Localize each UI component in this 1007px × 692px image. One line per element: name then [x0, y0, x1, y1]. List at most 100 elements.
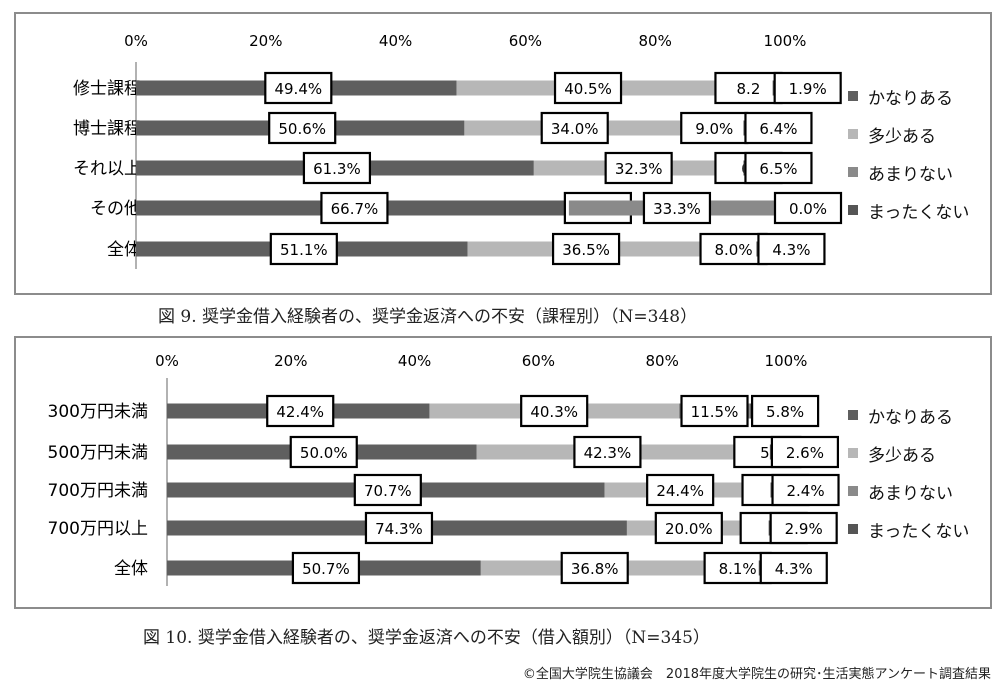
- caption-course: 図 9. 奨学金借入経験者の、奨学金返済への不安（課程別）（N=348）: [158, 307, 698, 327]
- data-label-text: 42.4%: [276, 403, 324, 421]
- data-label: 32.3%: [604, 151, 673, 185]
- legend-item: かなりある: [848, 77, 969, 115]
- legend-swatch: [848, 205, 858, 215]
- category-label: その他: [90, 199, 141, 219]
- data-label-text: 2.6%: [786, 444, 824, 462]
- data-label: 33.3%: [642, 191, 712, 225]
- data-label-text: 51.1%: [280, 241, 328, 259]
- data-label-box: [744, 111, 813, 145]
- data-label-text: 24.4%: [656, 482, 704, 500]
- data-label: 50.0%: [289, 435, 358, 469]
- data-label-box: [268, 111, 337, 145]
- data-label-box: [757, 232, 826, 266]
- data-label: 1.9%: [773, 71, 842, 105]
- legend-label: あまりない: [868, 483, 953, 504]
- data-label-box: [289, 435, 358, 469]
- data-label: 9.0%: [680, 111, 749, 145]
- data-label-box: [680, 394, 749, 428]
- data-label: 66.7%: [320, 191, 389, 225]
- data-label: 24.4%: [646, 473, 715, 507]
- data-label-text: 8.0%: [714, 241, 752, 259]
- data-label: 51.1%: [269, 232, 338, 266]
- legend-item: あまりない: [848, 153, 969, 191]
- chart-panel-course: 0% 20% 40% 60% 80% 100% 修士課程 49.4% 40.5% 8.2 1.9% 博…: [14, 12, 992, 295]
- footer-credit: ©全国大学院生協議会 2018年度大学院生の研究･生活実態アンケート調査結果: [522, 667, 991, 682]
- category-label: 博士課程: [73, 119, 141, 139]
- x-tick-label: 60%: [522, 352, 555, 370]
- data-label-text: 6.5%: [759, 160, 797, 178]
- category-label: 全体: [114, 559, 148, 579]
- data-label-box: [750, 394, 820, 428]
- data-label-box: [540, 111, 609, 145]
- category-label: 300万円未満: [48, 402, 148, 422]
- data-label-text: 36.8%: [571, 560, 619, 578]
- data-label: 2.6%: [770, 435, 840, 469]
- data-label-text: 66.7%: [331, 200, 379, 218]
- data-label: 74.3%: [364, 511, 434, 545]
- legend-label: まったくない: [868, 521, 970, 542]
- data-label-text: 61.3%: [313, 160, 361, 178]
- data-label-text: 0.0%: [789, 200, 827, 218]
- data-label-box: [604, 151, 673, 185]
- data-label-box: [642, 191, 712, 225]
- data-label-box: [291, 551, 361, 585]
- data-label-box: [771, 473, 840, 507]
- data-label-box: [769, 511, 838, 545]
- data-label-text: 5.8%: [766, 403, 804, 421]
- data-label-box: [573, 435, 642, 469]
- data-label-box: [520, 394, 589, 428]
- data-label-text: 50.6%: [278, 120, 326, 138]
- data-label: 49.4%: [264, 71, 333, 105]
- category-label: 修士課程: [73, 79, 141, 99]
- x-tick-label: 100%: [765, 352, 808, 370]
- data-label: 34.0%: [540, 111, 609, 145]
- data-label-box: [714, 71, 783, 105]
- legend-swatch: [848, 167, 858, 177]
- legend-swatch: [848, 448, 858, 458]
- data-label-box: [759, 551, 828, 585]
- data-label: 5.8%: [750, 394, 820, 428]
- legend-course: かなりある多少あるあまりないまったくない: [848, 77, 969, 229]
- x-tick-label: 80%: [646, 352, 679, 370]
- data-label-box: [654, 511, 723, 545]
- data-label-text: 11.5%: [691, 403, 739, 421]
- legend-label: まったくない: [868, 202, 970, 223]
- data-label: 40.5%: [553, 71, 623, 105]
- legend-swatch: [848, 410, 858, 420]
- data-label: 11.5%: [680, 394, 749, 428]
- data-label-box: [773, 71, 842, 105]
- data-label-box: [744, 151, 813, 185]
- data-label-text: 74.3%: [375, 520, 423, 538]
- data-label-text: 4.3%: [775, 560, 813, 578]
- data-label: 50.6%: [268, 111, 337, 145]
- data-label-box: [551, 232, 621, 266]
- data-label-box: [773, 191, 843, 225]
- data-label-text: 50.0%: [300, 444, 348, 462]
- legend-label: 多少ある: [868, 126, 936, 147]
- data-label-text: 40.5%: [564, 80, 612, 98]
- data-label-box: [269, 232, 338, 266]
- data-label-text: 50.7%: [302, 560, 350, 578]
- x-tick-label: 100%: [764, 32, 807, 50]
- x-tick-label: 60%: [509, 32, 542, 50]
- legend-label: かなりある: [868, 88, 953, 109]
- chart-course-svg: 0% 20% 40% 60% 80% 100% 修士課程 49.4% 40.5% 8.2 1.9% 博…: [73, 32, 843, 269]
- data-label: 2.9%: [769, 511, 838, 545]
- data-label: 8.2: [714, 71, 783, 105]
- legend-item: まったくない: [848, 191, 969, 229]
- data-label-text: 9.0%: [695, 120, 733, 138]
- legend-amount: かなりある 多少ある あまりない まったくない: [848, 396, 969, 548]
- data-label-text: 8.2: [737, 80, 761, 98]
- data-label-box: [646, 473, 715, 507]
- x-tick-label: 0%: [124, 32, 148, 50]
- data-label-text: 6.4%: [759, 120, 797, 138]
- data-label-text: 70.7%: [364, 482, 412, 500]
- data-label: 42.4%: [266, 394, 335, 428]
- data-label-text: 36.5%: [562, 241, 610, 259]
- data-label: 70.7%: [353, 473, 422, 507]
- x-tick-label: 20%: [249, 32, 282, 50]
- data-label: 4.3%: [759, 551, 828, 585]
- data-label: 2.4%: [771, 473, 840, 507]
- data-label-text: 40.3%: [530, 403, 578, 421]
- legend-swatch: [848, 524, 858, 534]
